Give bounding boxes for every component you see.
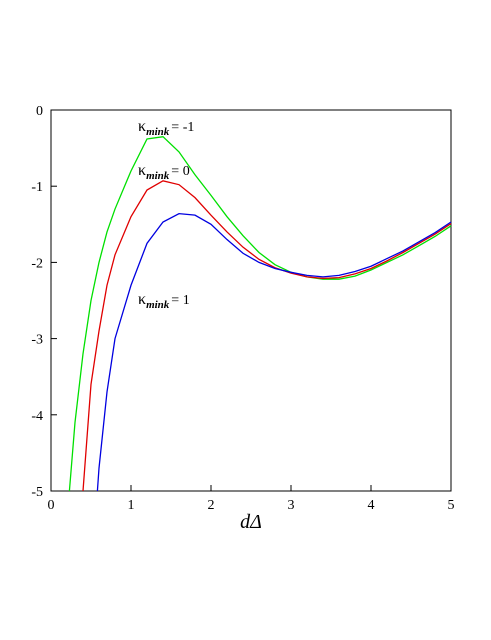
x-tick-label: 0 <box>48 498 55 513</box>
y-tick-label: 0 <box>36 104 43 119</box>
label-suffix: = 0 <box>171 164 189 179</box>
x-tick-label: 2 <box>208 498 215 513</box>
y-tick-label: -5 <box>31 485 43 500</box>
label-subscript: mink <box>146 299 170 311</box>
label-symbol: κ <box>138 118 146 135</box>
x-tick-label: 1 <box>128 498 135 513</box>
plot-frame <box>50 109 452 492</box>
y-tick-label: -1 <box>31 180 43 195</box>
curve-label: κmink = 0 <box>138 162 190 182</box>
x-tick-label: 3 <box>288 498 295 513</box>
curve-label: κmink = 1 <box>138 291 190 311</box>
series-line <box>68 135 452 492</box>
label-subscript: mink <box>146 170 170 182</box>
y-tick-label: -3 <box>31 333 43 348</box>
x-axis-label: dΔ <box>240 511 262 533</box>
y-tick-label: -4 <box>31 409 43 424</box>
x-tick-label: 5 <box>448 498 455 513</box>
series-line <box>82 180 452 492</box>
series-line <box>96 212 452 492</box>
y-tick-label: -2 <box>31 256 43 271</box>
curve-label: κmink = -1 <box>138 118 194 138</box>
label-suffix: = -1 <box>171 120 194 135</box>
label-symbol: κ <box>138 162 146 179</box>
label-subscript: mink <box>146 126 170 138</box>
label-symbol: κ <box>138 291 146 308</box>
x-tick-label: 4 <box>368 498 375 513</box>
label-suffix: = 1 <box>171 293 189 308</box>
